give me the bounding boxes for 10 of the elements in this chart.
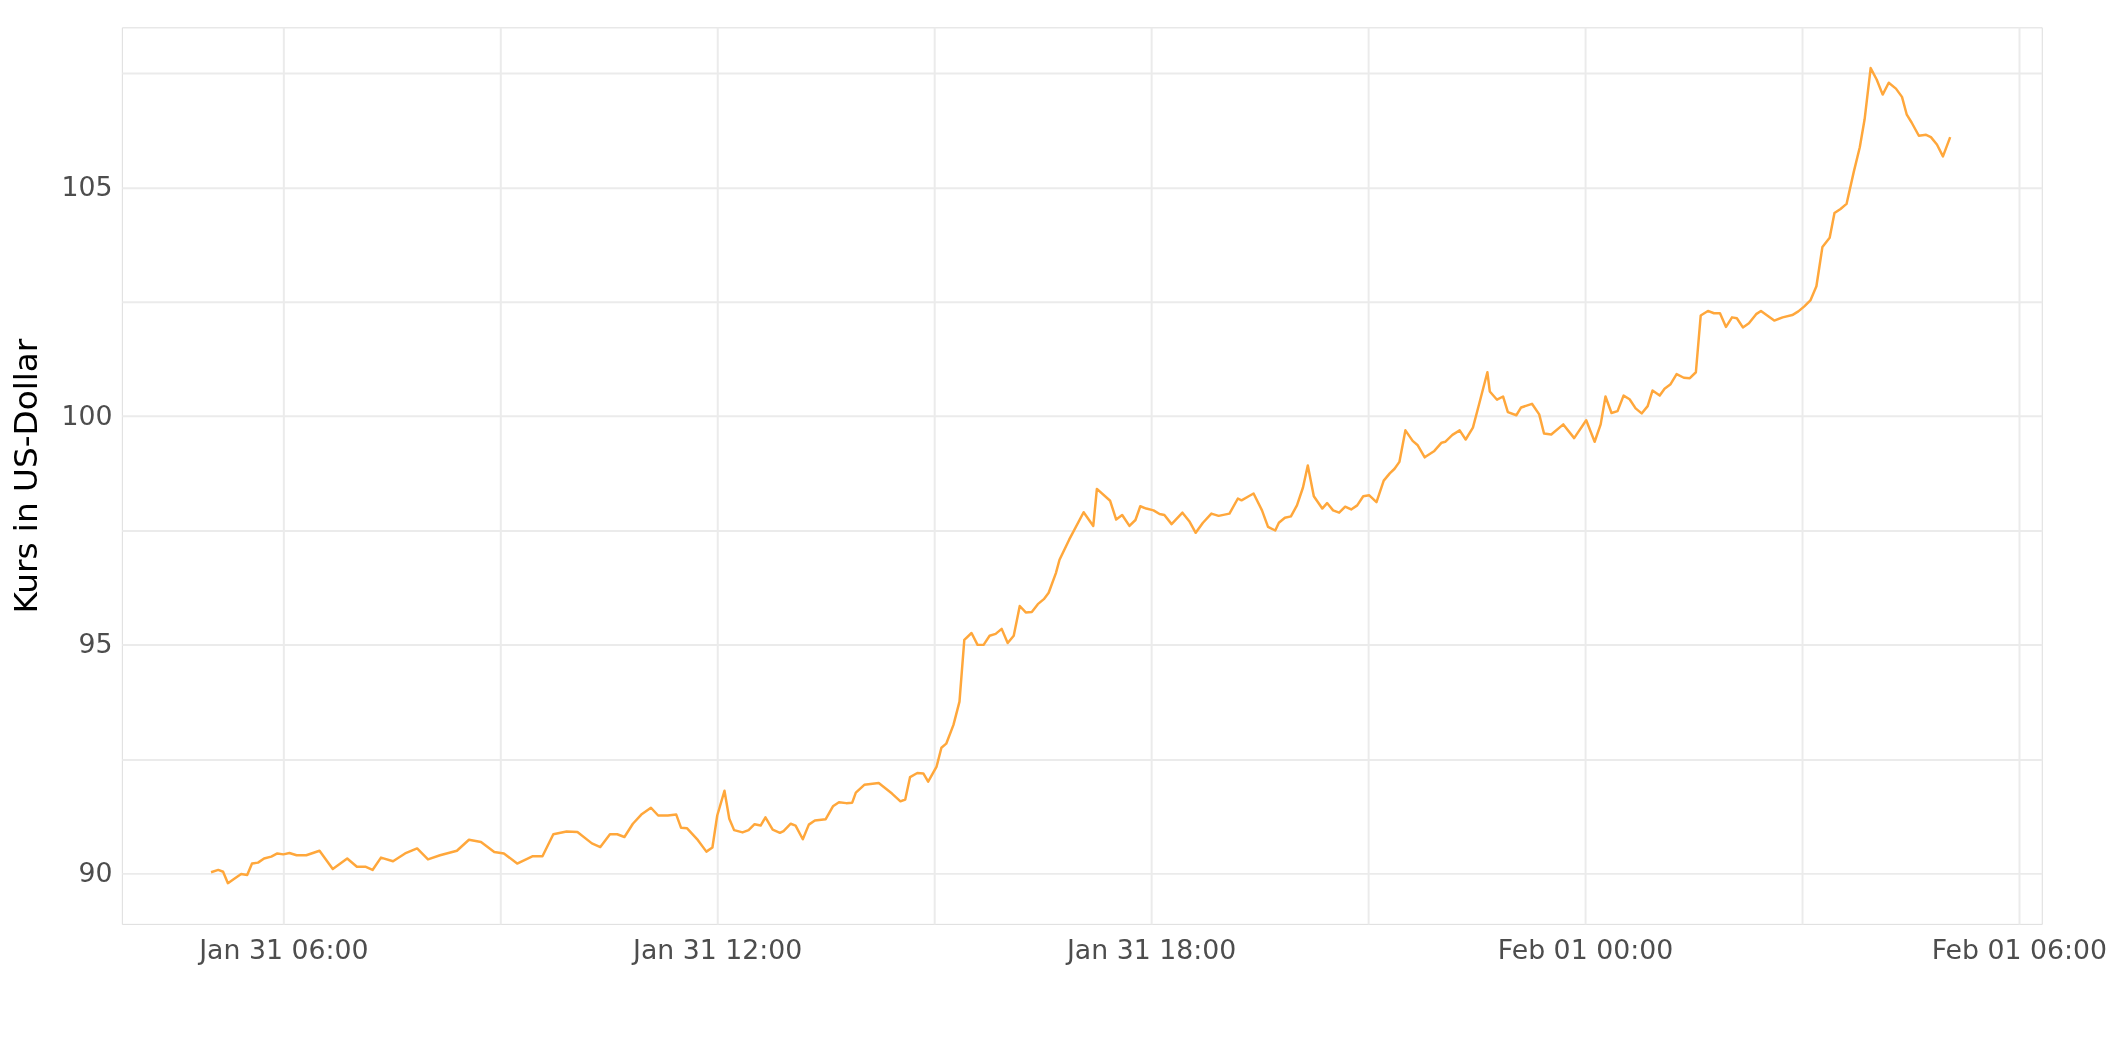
- y-tick-label: 105: [61, 170, 113, 202]
- x-tick-label: Jan 31 06:00: [197, 934, 369, 966]
- y-axis-title: Kurs in US-Dollar: [6, 338, 45, 614]
- y-tick-label: 95: [78, 628, 113, 660]
- y-tick-label: 90: [78, 857, 113, 889]
- y-tick-label: 100: [61, 399, 113, 431]
- x-tick-label: Jan 31 18:00: [1064, 934, 1237, 966]
- x-tick-label: Jan 31 12:00: [631, 934, 803, 966]
- x-tick-label: Feb 01 06:00: [1931, 934, 2108, 966]
- x-tick-label: Feb 01 00:00: [1497, 934, 1674, 966]
